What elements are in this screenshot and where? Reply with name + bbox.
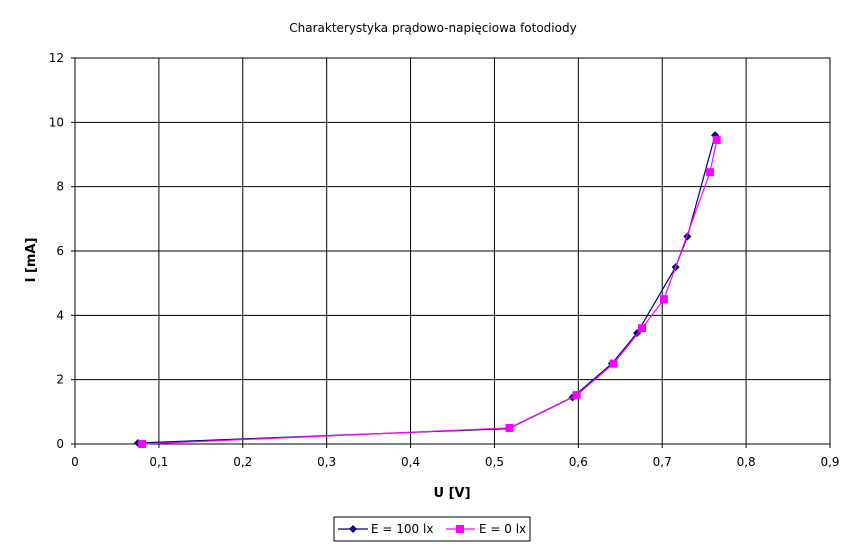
y-tick-label-5: 10 bbox=[49, 115, 64, 129]
x-tick-label-2: 0,2 bbox=[233, 455, 252, 469]
y-tick-label-2: 4 bbox=[56, 308, 64, 322]
data-point-s1-1 bbox=[505, 423, 514, 432]
x-tick-label-4: 0,4 bbox=[401, 455, 420, 469]
legend-label-100lx: E = 100 lx bbox=[371, 522, 433, 536]
x-tick-label-7: 0,7 bbox=[653, 455, 672, 469]
y-tick-label-4: 8 bbox=[56, 180, 64, 194]
series-line-0 bbox=[137, 135, 716, 444]
legend-label-0lx: E = 0 lx bbox=[479, 522, 526, 536]
x-tick-label-1: 0,1 bbox=[149, 455, 168, 469]
x-tick-label-6: 0,6 bbox=[569, 455, 588, 469]
grid bbox=[71, 57, 831, 448]
chart-title: Charakterystyka prądowo-napięciowa fotod… bbox=[289, 21, 576, 35]
x-tick-label-3: 0,3 bbox=[317, 455, 336, 469]
y-tick-label-3: 6 bbox=[56, 244, 64, 258]
legend: E = 100 lx E = 0 lx bbox=[333, 516, 531, 542]
x-tick-label-5: 0,5 bbox=[485, 455, 504, 469]
data-point-s1-6 bbox=[706, 168, 715, 177]
x-tick-label-8: 0,8 bbox=[737, 455, 756, 469]
series-line-1 bbox=[142, 139, 718, 445]
data-point-s1-7 bbox=[712, 136, 721, 145]
y-tick-label-1: 2 bbox=[56, 373, 64, 387]
series-layer bbox=[133, 131, 721, 448]
legend-square-marker bbox=[456, 525, 464, 533]
data-point-s1-5 bbox=[659, 295, 668, 304]
y-tick-label-6: 12 bbox=[49, 51, 64, 65]
data-point-s1-2 bbox=[572, 391, 581, 400]
y-axis-label: I [mA] bbox=[24, 238, 39, 283]
x-tick-label-9: 0,9 bbox=[820, 455, 839, 469]
plot-area-frame bbox=[74, 57, 831, 445]
tick-labels: 0 0,1 0,2 0,3 0,4 0,5 0,6 0,7 0,8 0,9 0 2 4 6 8 10 12 bbox=[49, 51, 840, 469]
legend-diamond-marker bbox=[349, 525, 357, 533]
x-tick-label-0: 0 bbox=[71, 455, 79, 469]
data-point-s1-3 bbox=[609, 359, 618, 368]
data-point-s1-0 bbox=[138, 440, 147, 448]
data-point-s1-4 bbox=[638, 324, 647, 333]
x-axis-label: U [V] bbox=[433, 486, 470, 501]
y-tick-label-0: 0 bbox=[56, 437, 64, 451]
